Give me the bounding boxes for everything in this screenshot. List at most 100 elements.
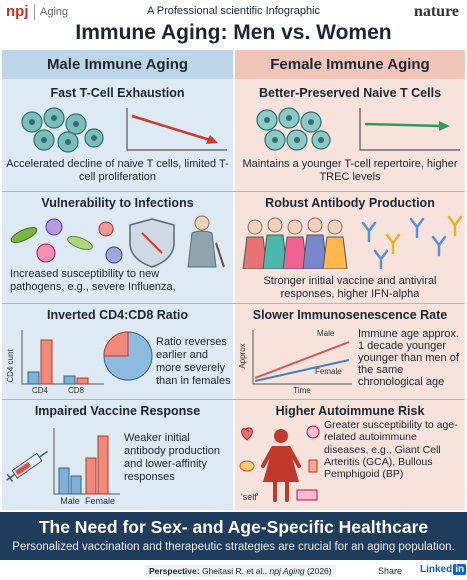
category-label: Male — [60, 496, 80, 506]
illustration-shape — [242, 234, 348, 269]
panel-title: Better-Preserved Naive T Cells — [258, 86, 442, 100]
panel-text: Greater susceptibility to age-related au… — [324, 419, 458, 481]
panel-title: Slower Immunosenescence Rate — [252, 308, 448, 322]
publisher: nature — [413, 3, 459, 20]
illustration-shape — [361, 215, 463, 269]
linkedin-badge[interactable]: in — [453, 564, 467, 575]
illustration-shape — [287, 219, 303, 235]
illustration-shape — [76, 377, 89, 385]
illustration-shape — [306, 425, 320, 439]
illustration-shape — [439, 121, 450, 131]
illustration-shape — [262, 234, 288, 269]
divider — [2, 303, 465, 304]
panel-title: Higher Autoimmune Risk — [275, 404, 425, 418]
illustration-shape — [10, 227, 38, 243]
illustration-shape — [308, 119, 314, 125]
illustration-shape — [27, 371, 40, 385]
illustration-shape — [247, 219, 263, 235]
share-button[interactable]: Share — [378, 566, 403, 576]
illustration-shape — [6, 450, 48, 482]
panel-text: Maintains a younger T-cell repertoire, h… — [242, 158, 458, 183]
category-label: CD8 — [68, 386, 85, 395]
illustration-shape — [267, 217, 283, 233]
illustration-shape — [296, 489, 318, 501]
illustration-shape — [264, 115, 324, 143]
illustration-shape — [41, 137, 47, 143]
brand: npj — [6, 3, 29, 20]
illustration-shape — [131, 114, 211, 142]
illustration-shape — [194, 215, 210, 231]
illustration-shape — [85, 457, 97, 495]
illustration-shape — [97, 435, 109, 495]
illustration: Male Female — [6, 428, 120, 506]
illustration-shape — [256, 107, 331, 151]
illustration-shape — [29, 119, 35, 125]
illustration-shape — [308, 459, 318, 473]
footer-subtitle: Personalized vaccination and therapeutic… — [12, 541, 455, 553]
citation: Perspective: Gheitasi R. et al., npj Agi… — [145, 565, 336, 577]
illustration — [256, 107, 460, 151]
linkedin-button[interactable]: Linked in — [420, 564, 467, 575]
journal: Aging — [40, 6, 69, 18]
illustration-shape — [67, 236, 93, 250]
illustration: Approx Time Male Female — [238, 329, 352, 395]
panel-title: Impaired Vaccine Response — [34, 404, 201, 418]
illustration-shape — [282, 236, 308, 269]
series-label: Male — [317, 329, 335, 338]
footer-title: The Need for Sex- and Age-Specific Healt… — [38, 517, 429, 537]
brand-divider — [34, 4, 35, 20]
citation-journal: npj Aging — [269, 566, 305, 576]
illustration-shape — [361, 221, 377, 243]
illustration-shape — [241, 427, 253, 441]
illustration-shape — [272, 137, 278, 143]
illustration-shape — [6, 450, 48, 482]
citation-authors: Gheitasi R. et al., — [201, 566, 268, 576]
illustration-shape — [307, 217, 323, 233]
illustration — [242, 215, 463, 269]
axis-label: Time — [293, 386, 311, 395]
illustration-shape — [58, 467, 70, 495]
illustration-shape — [302, 234, 328, 269]
illustration-shape — [103, 331, 129, 357]
panel-title: Robust Antibody Production — [265, 196, 435, 210]
illustration-shape — [206, 135, 218, 144]
illustration-shape — [141, 232, 163, 254]
column-heading: Male Immune Aging — [2, 50, 233, 79]
category-label: CD4 — [32, 386, 49, 395]
panel-text: Ratio reverses earlier and more severely… — [156, 336, 231, 387]
illustration-shape — [431, 235, 447, 257]
illustration-shape — [359, 108, 460, 151]
illustration-shape — [70, 475, 82, 495]
axis-label: CD4 cunt — [6, 349, 15, 383]
illustration-shape — [447, 215, 463, 237]
illustration-shape — [98, 221, 114, 237]
axis-label: Approx — [238, 343, 247, 368]
illustration-shape — [239, 460, 255, 472]
illustration-shape — [40, 339, 53, 385]
illustration-shape — [65, 139, 71, 145]
illustration-shape — [252, 330, 352, 385]
illustration-shape — [286, 115, 292, 121]
illustration-shape — [36, 243, 56, 263]
panel-title: Inverted CD4:CD8 Ratio — [47, 308, 188, 322]
panel-text: Increased susceptibility to new pathogen… — [10, 268, 176, 293]
category-label: Female — [85, 496, 115, 506]
illustration-shape — [14, 461, 31, 476]
illustration-shape — [254, 359, 350, 382]
illustration-shape — [187, 230, 217, 268]
illustration-shape — [385, 233, 401, 255]
illustration-shape — [73, 121, 79, 127]
divider — [2, 399, 465, 400]
footer-banner: The Need for Sex- and Age-Specific Healt… — [0, 512, 467, 560]
panel-title: Fast T-Cell Exhaustion — [50, 86, 185, 100]
illustration-shape — [322, 236, 348, 269]
series-label: Female — [315, 367, 342, 376]
citation-year: (2026) — [307, 566, 332, 576]
illustration-shape — [105, 246, 123, 264]
divider — [2, 191, 465, 192]
illustration-shape — [45, 218, 63, 236]
column-heading: Female Immune Aging — [235, 50, 465, 79]
linkedin-word[interactable]: Linked — [420, 564, 453, 575]
illustration-shape — [264, 117, 270, 123]
illustration-shape — [364, 122, 442, 128]
